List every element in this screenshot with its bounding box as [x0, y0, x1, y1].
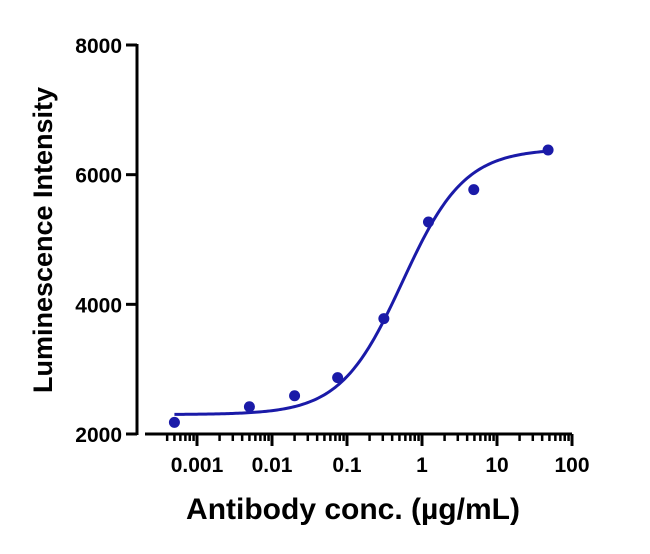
data-point	[168, 416, 180, 428]
fit-curve	[174, 149, 549, 416]
axes: 2000 4000 6000 8000 0.001 0.01 0.1 1 10 100	[75, 35, 589, 477]
fit-curve-layer	[174, 149, 549, 416]
x-tick-label: 1	[416, 454, 428, 477]
data-point	[422, 216, 434, 228]
x-tick-label: 0.001	[171, 454, 224, 477]
data-point	[378, 313, 390, 325]
y-tick-label: 4000	[75, 294, 122, 317]
data-point	[243, 401, 255, 413]
x-tick-label: 0.01	[252, 454, 293, 477]
x-tick-label: 0.1	[332, 454, 362, 477]
data-point	[332, 372, 344, 384]
x-tick-label: 100	[554, 454, 589, 477]
data-point	[468, 184, 480, 196]
data-point	[289, 390, 301, 402]
y-tick-label: 8000	[75, 35, 122, 58]
y-tick-label: 6000	[75, 165, 122, 188]
data-point	[542, 144, 554, 156]
y-tick-label: 2000	[75, 424, 122, 447]
data-points	[168, 144, 554, 428]
y-axis-label: Luminescence Intensity	[28, 87, 58, 393]
x-axis-label: Antibody conc. (µg/mL)	[186, 493, 520, 526]
x-tick-label: 10	[485, 454, 508, 477]
